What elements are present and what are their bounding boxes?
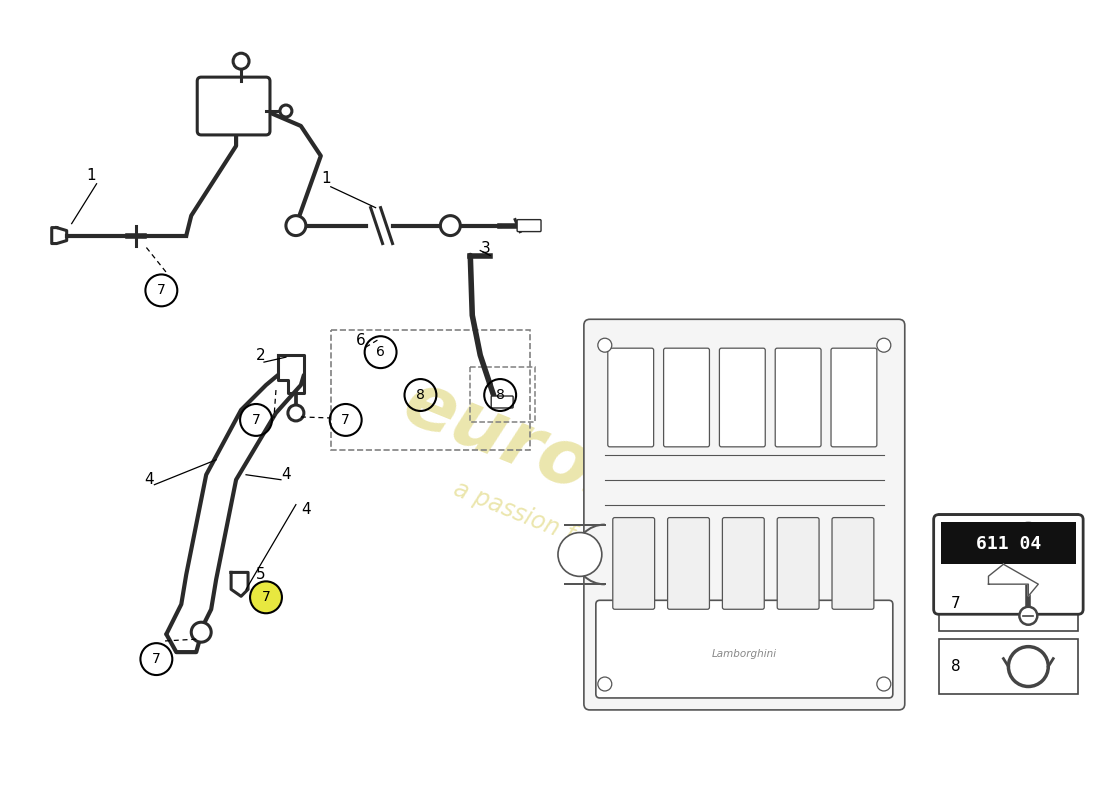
Text: 1: 1	[321, 171, 331, 186]
Text: 4: 4	[282, 467, 290, 482]
Text: 7: 7	[252, 413, 261, 427]
FancyBboxPatch shape	[668, 518, 710, 610]
Text: 7: 7	[341, 413, 350, 427]
Text: 6: 6	[355, 333, 365, 348]
Text: 7: 7	[262, 590, 271, 604]
Text: 8: 8	[496, 388, 505, 402]
Text: 8: 8	[416, 388, 425, 402]
FancyBboxPatch shape	[596, 600, 893, 698]
Circle shape	[288, 405, 304, 421]
FancyBboxPatch shape	[723, 518, 764, 610]
Text: 3: 3	[481, 241, 491, 256]
Circle shape	[279, 105, 292, 117]
Polygon shape	[231, 572, 249, 596]
Text: Lamborghini: Lamborghini	[712, 649, 777, 659]
Text: 4: 4	[301, 502, 310, 517]
FancyBboxPatch shape	[832, 518, 873, 610]
Polygon shape	[989, 564, 1038, 596]
FancyBboxPatch shape	[584, 319, 905, 710]
FancyBboxPatch shape	[940, 522, 1076, 565]
Circle shape	[597, 338, 612, 352]
Text: 7: 7	[950, 596, 960, 611]
Bar	[938, 514, 1078, 569]
FancyBboxPatch shape	[613, 518, 654, 610]
Circle shape	[233, 54, 249, 69]
Circle shape	[191, 622, 211, 642]
Circle shape	[1020, 606, 1037, 625]
Text: 7: 7	[152, 652, 161, 666]
Polygon shape	[52, 228, 67, 243]
Circle shape	[286, 216, 306, 235]
FancyBboxPatch shape	[934, 514, 1084, 614]
Bar	[471, 367, 535, 422]
FancyBboxPatch shape	[197, 77, 270, 135]
Circle shape	[877, 677, 891, 691]
Text: 6: 6	[376, 345, 385, 359]
Polygon shape	[278, 355, 304, 393]
Text: 7: 7	[157, 283, 166, 298]
Bar	[938, 639, 1078, 694]
FancyBboxPatch shape	[830, 348, 877, 447]
FancyBboxPatch shape	[776, 348, 821, 447]
FancyBboxPatch shape	[719, 348, 766, 447]
Bar	[938, 576, 1078, 631]
FancyBboxPatch shape	[492, 396, 513, 408]
Bar	[331, 330, 530, 450]
FancyBboxPatch shape	[778, 518, 820, 610]
Text: eurospares: eurospares	[392, 365, 868, 614]
Circle shape	[877, 338, 891, 352]
Text: a passion for parts since 1985: a passion for parts since 1985	[450, 477, 790, 633]
Circle shape	[250, 582, 282, 614]
Text: 8: 8	[950, 659, 960, 674]
FancyBboxPatch shape	[517, 220, 541, 231]
Text: 1: 1	[87, 168, 97, 183]
FancyBboxPatch shape	[663, 348, 710, 447]
Text: 611 04: 611 04	[976, 535, 1041, 553]
Text: 5: 5	[256, 567, 266, 582]
Text: 2: 2	[256, 348, 266, 362]
Circle shape	[440, 216, 460, 235]
Text: 6: 6	[950, 534, 960, 549]
Circle shape	[558, 533, 602, 576]
Circle shape	[597, 677, 612, 691]
FancyBboxPatch shape	[608, 348, 653, 447]
Text: 4: 4	[144, 472, 154, 487]
